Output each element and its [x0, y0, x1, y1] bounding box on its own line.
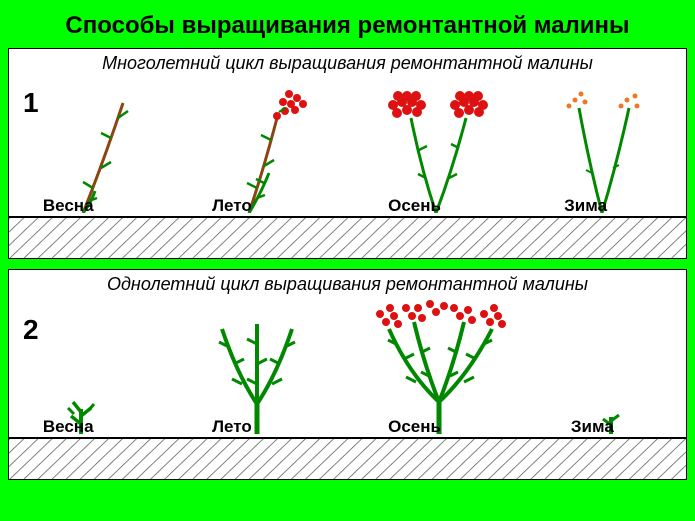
stage-label: Лето: [212, 196, 252, 216]
panel2-subtitle: Однолетний цикл выращивания ремонтантной…: [9, 270, 686, 299]
panel2-diagram: Весна Лето Осень Зима: [9, 299, 686, 479]
stage-label: Лето: [212, 417, 252, 437]
plant-autumn-2: [354, 294, 529, 439]
stage-label: Весна: [43, 196, 94, 216]
panel-annual: Однолетний цикл выращивания ремонтантной…: [8, 269, 687, 480]
stage-label: Зима: [564, 196, 607, 216]
panel1-diagram: Весна Лето Осень Зима: [9, 78, 686, 258]
stage-label: Весна: [43, 417, 94, 437]
panel1-subtitle: Многолетний цикл выращивания ремонтантно…: [9, 49, 686, 78]
outer-frame: Способы выращивания ремонтантной малины …: [0, 0, 695, 521]
ground-strip: [9, 216, 686, 258]
main-title: Способы выращивания ремонтантной малины: [8, 8, 687, 48]
ground-strip: [9, 437, 686, 479]
panel-perennial: Многолетний цикл выращивания ремонтантно…: [8, 48, 687, 259]
stage-label: Осень: [388, 196, 441, 216]
stage-label: Зима: [571, 417, 614, 437]
stage-label: Осень: [388, 417, 441, 437]
